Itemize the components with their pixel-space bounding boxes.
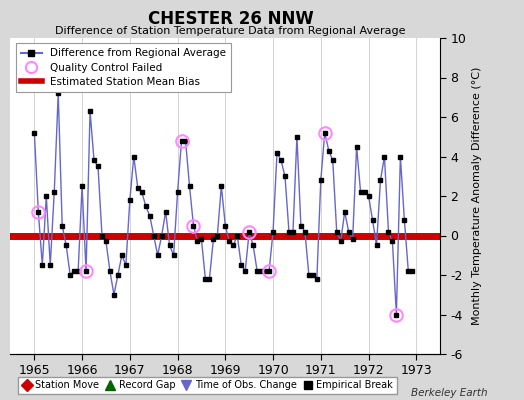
Y-axis label: Monthly Temperature Anomaly Difference (°C): Monthly Temperature Anomaly Difference (…: [472, 67, 482, 325]
Text: CHESTER 26 NNW: CHESTER 26 NNW: [148, 10, 313, 28]
Legend: Station Move, Record Gap, Time of Obs. Change, Empirical Break: Station Move, Record Gap, Time of Obs. C…: [18, 376, 397, 394]
Text: Berkeley Earth: Berkeley Earth: [411, 388, 487, 398]
Text: Difference of Station Temperature Data from Regional Average: Difference of Station Temperature Data f…: [56, 26, 406, 36]
Legend: Difference from Regional Average, Quality Control Failed, Estimated Station Mean: Difference from Regional Average, Qualit…: [16, 43, 231, 92]
